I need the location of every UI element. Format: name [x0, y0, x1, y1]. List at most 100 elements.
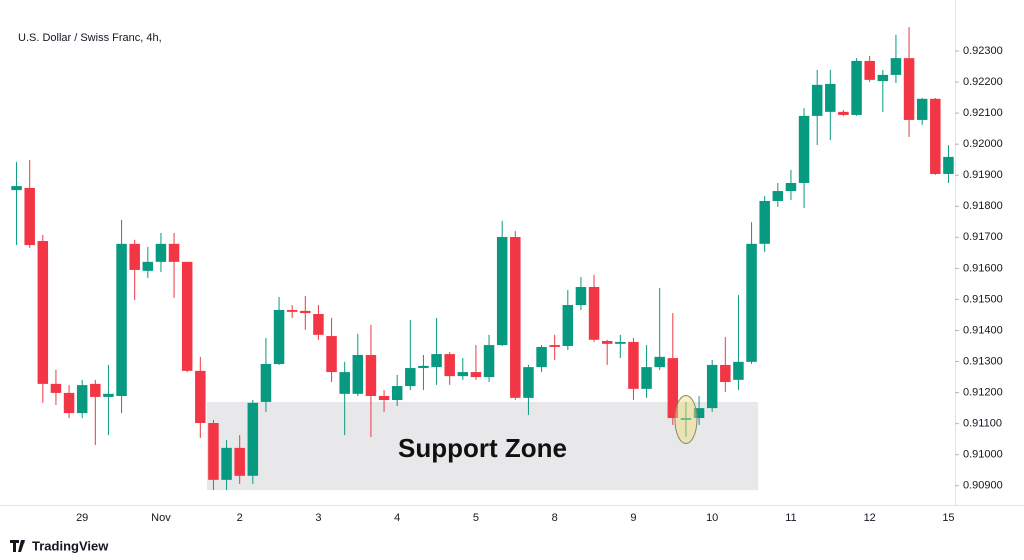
candle [418, 355, 429, 391]
y-tick-label: 0.91100 [963, 418, 1002, 430]
candle-body [247, 402, 259, 476]
candle [76, 379, 88, 419]
candle-body [772, 191, 784, 201]
candle-body [798, 115, 810, 183]
candle [575, 277, 587, 310]
candle [720, 336, 731, 392]
candle-body [365, 355, 377, 397]
candle-body [811, 84, 823, 116]
x-tick-label: 15 [942, 512, 954, 524]
candle-body [221, 447, 232, 480]
candle [273, 296, 285, 365]
x-tick-label: 29 [76, 512, 88, 524]
candle [667, 313, 679, 425]
candle [405, 319, 416, 391]
candle-body [510, 237, 521, 398]
candle-body [470, 372, 482, 378]
candle [339, 361, 350, 436]
candle-body [339, 372, 350, 394]
candle [37, 234, 49, 403]
candle [877, 69, 889, 112]
x-tick-label: 9 [630, 512, 636, 524]
candle [431, 318, 442, 385]
candle [903, 27, 915, 138]
candle-body [405, 368, 416, 387]
y-tick-label: 0.91500 [963, 293, 1003, 305]
candle-body [588, 287, 600, 340]
candle [286, 305, 298, 319]
y-tick-label: 0.92100 [963, 107, 1003, 119]
candle [326, 318, 337, 383]
candle [916, 97, 928, 125]
y-tick-label: 0.91600 [963, 262, 1003, 274]
candle-body [457, 372, 469, 377]
candle [365, 324, 377, 437]
y-tick-label: 0.91800 [963, 200, 1003, 212]
candle [811, 69, 823, 146]
candle-body [431, 354, 442, 368]
x-tick-label: 4 [394, 512, 400, 524]
candle-body [129, 243, 140, 270]
candle-body [628, 341, 639, 389]
candle [234, 435, 245, 484]
candle [772, 182, 784, 207]
candle [680, 401, 692, 437]
x-tick-label: Nov [151, 512, 171, 524]
y-tick-label: 0.92300 [963, 45, 1003, 57]
candle-body [195, 370, 206, 424]
candle-body [260, 364, 272, 402]
candle-body [63, 392, 75, 414]
candle-body [733, 361, 744, 380]
candle [706, 359, 718, 412]
annotation-label: Support Zone [398, 433, 567, 463]
candle-body [11, 186, 22, 191]
candle [693, 396, 705, 425]
candle-body [523, 367, 534, 398]
candle [300, 296, 311, 330]
candle [168, 232, 180, 298]
candle [628, 337, 639, 401]
candle [50, 369, 62, 406]
candle [864, 55, 875, 83]
y-tick-label: 0.91300 [963, 355, 1003, 367]
y-tick-label: 0.92200 [963, 76, 1003, 88]
candle [116, 219, 127, 414]
candle [24, 159, 35, 248]
candle-body [706, 364, 718, 409]
candle-body [930, 98, 941, 174]
brand-logo [10, 540, 25, 552]
candle [930, 97, 941, 175]
candle-body [825, 83, 836, 112]
candle-body [890, 58, 902, 75]
candle-body [300, 310, 311, 314]
candle-body [562, 305, 574, 347]
candle [483, 334, 495, 383]
candle-body [76, 385, 88, 414]
candle-body [181, 261, 193, 371]
candle [890, 34, 902, 83]
candle [798, 108, 810, 209]
candle-body [352, 355, 364, 394]
candle [615, 334, 626, 359]
candle [562, 290, 574, 351]
candle [536, 345, 547, 373]
candle [601, 339, 613, 365]
candle-body [90, 383, 101, 397]
x-tick-label: 2 [237, 512, 243, 524]
y-tick-label: 0.92000 [963, 138, 1003, 150]
candle-body [378, 396, 390, 401]
candle-body [680, 418, 692, 420]
candle [155, 232, 167, 273]
candle-body [943, 156, 954, 174]
candle-body [916, 98, 928, 120]
candle [759, 196, 770, 252]
candle-body [549, 345, 560, 347]
candle-body [103, 393, 114, 397]
candle-body [234, 447, 245, 476]
candle [260, 337, 272, 412]
candle-body [286, 309, 298, 312]
candle-body [142, 261, 154, 271]
brand-name: TradingView [32, 538, 109, 553]
candle [746, 222, 757, 365]
candle [103, 364, 114, 436]
